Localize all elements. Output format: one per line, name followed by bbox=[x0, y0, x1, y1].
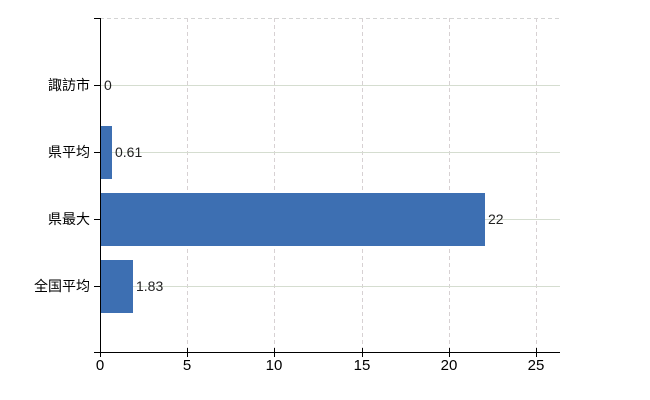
category-label: 県平均 bbox=[48, 144, 90, 160]
v-gridline bbox=[362, 18, 363, 352]
h-gridline bbox=[100, 286, 560, 287]
h-gridline bbox=[100, 152, 560, 153]
v-gridline bbox=[274, 18, 275, 352]
value-label: 0 bbox=[104, 77, 112, 93]
value-label: 22 bbox=[488, 211, 504, 227]
v-gridline bbox=[536, 18, 537, 352]
x-tick-label: 5 bbox=[182, 357, 192, 374]
y-axis-tick bbox=[94, 85, 100, 86]
x-tick-label: 0 bbox=[95, 357, 105, 374]
plot-top-border bbox=[100, 18, 560, 19]
x-tick-label: 15 bbox=[353, 357, 371, 374]
v-gridline bbox=[187, 18, 188, 352]
y-axis-tick bbox=[94, 286, 100, 287]
x-tick-label: 10 bbox=[265, 357, 283, 374]
bar bbox=[101, 260, 133, 313]
bar bbox=[101, 193, 485, 246]
category-label: 県最大 bbox=[48, 211, 90, 227]
h-gridline bbox=[100, 85, 560, 86]
value-label: 0.61 bbox=[115, 144, 143, 160]
y-axis-tick bbox=[94, 152, 100, 153]
x-axis bbox=[100, 352, 560, 353]
value-label: 1.83 bbox=[136, 278, 164, 294]
bar bbox=[101, 126, 112, 179]
category-label: 全国平均 bbox=[34, 278, 90, 294]
x-tick-label: 25 bbox=[527, 357, 545, 374]
x-tick-label: 20 bbox=[440, 357, 458, 374]
y-axis bbox=[100, 18, 101, 353]
category-label: 諏訪市 bbox=[48, 77, 90, 93]
y-axis-end-tick bbox=[94, 18, 100, 19]
v-gridline bbox=[449, 18, 450, 352]
y-axis-tick bbox=[94, 219, 100, 220]
y-axis-end-tick bbox=[94, 352, 100, 353]
